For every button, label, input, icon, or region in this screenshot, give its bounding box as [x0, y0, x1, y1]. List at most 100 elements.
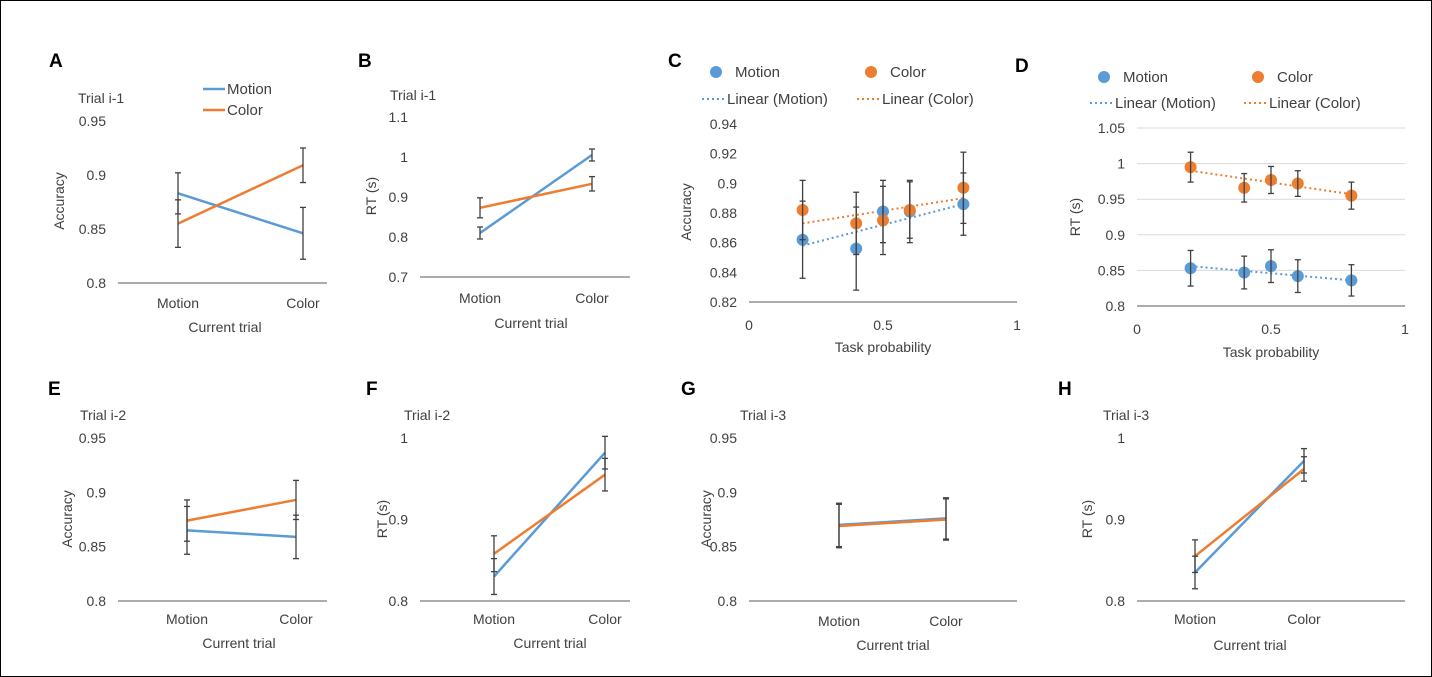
- x-tick-label: Motion: [1174, 611, 1216, 627]
- x-axis-title: Current trial: [1213, 637, 1286, 653]
- y-tick-label: 1: [1117, 430, 1125, 446]
- legend-label: Motion: [1123, 69, 1168, 86]
- y-tick-label: 0.9: [389, 189, 409, 205]
- x-axis-title: Task probability: [1223, 344, 1320, 360]
- legend-label: Motion: [735, 64, 780, 81]
- x-tick-label: Color: [575, 290, 609, 306]
- y-tick-label: 0.95: [1098, 191, 1125, 207]
- panel-b: B Trial i-1 0.7 0.8 0.9 1 1.1 Motion Color Curren…: [358, 51, 630, 331]
- x-tick-label: 0.5: [873, 317, 893, 333]
- y-axis-title: RT (s): [374, 500, 390, 538]
- x-tick-label: Motion: [157, 295, 199, 311]
- y-tick-label: 0.8: [389, 593, 409, 609]
- y-tick-label: 0.88: [710, 205, 737, 221]
- y-tick-label: 1: [1117, 156, 1125, 172]
- panel-subtitle: Trial i-3: [1103, 407, 1149, 423]
- panel-letter: G: [681, 379, 696, 400]
- x-tick-label: 0: [1133, 321, 1141, 337]
- y-tick-label: 0.85: [1098, 262, 1125, 278]
- y-tick-label: 1: [400, 430, 408, 446]
- x-axis-title: Current trial: [188, 319, 261, 335]
- panel-letter: E: [48, 379, 61, 400]
- x-tick-label: Color: [929, 613, 963, 629]
- x-tick-label: 0.5: [1261, 321, 1281, 337]
- panel-e: E Trial i-2 0.8 0.85 0.9 0.95 Motion ColorCurre…: [48, 379, 327, 651]
- y-tick-label: 0.8: [389, 229, 409, 245]
- panel-letter: D: [1015, 56, 1029, 77]
- legend-label: Color: [890, 64, 926, 81]
- panel-letter: C: [668, 51, 682, 72]
- legend-marker-color: [865, 66, 877, 78]
- x-axis-title: Task probability: [835, 339, 932, 355]
- legend-label: Motion: [227, 81, 272, 98]
- y-tick-label: 0.85: [79, 539, 106, 555]
- series-line-color: [493, 473, 606, 555]
- x-axis-title: Current trial: [494, 315, 567, 331]
- x-tick-label: Color: [279, 611, 313, 627]
- panel-g: G Trial i-3 0.8 0.85 0.9 0.95 Motion ColorCurre…: [681, 379, 1017, 653]
- y-tick-label: 0.9: [1106, 227, 1126, 243]
- panel-letter: H: [1058, 379, 1072, 400]
- series-line-motion: [186, 529, 297, 539]
- y-axis-title: Accuracy: [59, 490, 75, 548]
- y-tick-label: 0.8: [718, 593, 738, 609]
- y-tick-label: 0.95: [79, 430, 106, 446]
- panel-subtitle: Trial i-1: [78, 90, 124, 106]
- y-tick-label: 0.8: [1106, 593, 1126, 609]
- y-tick-label: 0.82: [710, 294, 737, 310]
- y-axis-title: Accuracy: [698, 490, 714, 548]
- x-tick-label: Color: [286, 295, 320, 311]
- x-axis-title: Current trial: [856, 637, 929, 653]
- x-tick-label: Color: [588, 611, 622, 627]
- y-tick-label: 0.8: [87, 593, 107, 609]
- x-tick-label: Motion: [818, 613, 860, 629]
- legend-label: Color: [1277, 69, 1313, 86]
- panel-letter: F: [366, 379, 378, 400]
- legend-label: Linear (Color): [1269, 95, 1361, 112]
- panel-subtitle: Trial i-3: [740, 407, 786, 423]
- panel-letter: A: [49, 51, 63, 72]
- x-tick-label: Motion: [166, 611, 208, 627]
- y-tick-label: 0.9: [87, 484, 107, 500]
- series-line-color: [186, 498, 297, 522]
- panel-subtitle: Trial i-2: [80, 407, 126, 423]
- x-tick-label: 1: [1013, 317, 1021, 333]
- x-tick-label: 1: [1401, 321, 1409, 337]
- y-axis-title: Accuracy: [51, 172, 67, 230]
- x-tick-label: Color: [1287, 611, 1321, 627]
- y-tick-label: 0.84: [710, 264, 737, 280]
- y-tick-label: 0.9: [87, 167, 107, 183]
- legend-marker-motion: [1098, 71, 1110, 83]
- y-axis-title: Accuracy: [678, 183, 694, 241]
- series-line-color: [1194, 467, 1305, 558]
- legend-label: Color: [227, 102, 263, 119]
- legend-marker-color: [1252, 71, 1264, 83]
- legend-marker-motion: [710, 66, 722, 78]
- y-tick-label: 1.05: [1098, 120, 1125, 136]
- series-line-motion: [1194, 459, 1305, 574]
- x-tick-label: Motion: [459, 290, 501, 306]
- panel-subtitle: Trial i-1: [390, 87, 436, 103]
- series-line-color: [479, 182, 593, 210]
- y-tick-label: 0.95: [79, 113, 106, 129]
- y-tick-label: 0.85: [710, 539, 737, 555]
- x-tick-label: 0: [745, 317, 753, 333]
- y-tick-label: 0.85: [79, 221, 106, 237]
- x-tick-label: Motion: [473, 611, 515, 627]
- y-tick-label: 1.1: [389, 109, 409, 125]
- panel-c: C 0.82 0.84 0.86 0.88 0.9 0.92 0.94 0 0.5 1 Task pr…: [668, 51, 1021, 355]
- panel-d: D 0.8 0.85 0.9 0.95 1 1.05 0 0.5 1 Task probabilit…: [1015, 56, 1409, 360]
- y-axis-title: RT (s): [363, 177, 379, 215]
- y-axis-title: RT (s): [1067, 198, 1083, 236]
- y-tick-label: 0.92: [710, 146, 737, 162]
- y-tick-label: 0.9: [718, 175, 738, 191]
- y-axis-title: RT (s): [1079, 500, 1095, 538]
- y-tick-label: 0.7: [389, 269, 409, 285]
- y-tick-label: 0.9: [1106, 512, 1126, 528]
- panel-subtitle: Trial i-2: [404, 407, 450, 423]
- legend-label: Linear (Color): [882, 91, 974, 108]
- y-tick-label: 0.8: [87, 275, 107, 291]
